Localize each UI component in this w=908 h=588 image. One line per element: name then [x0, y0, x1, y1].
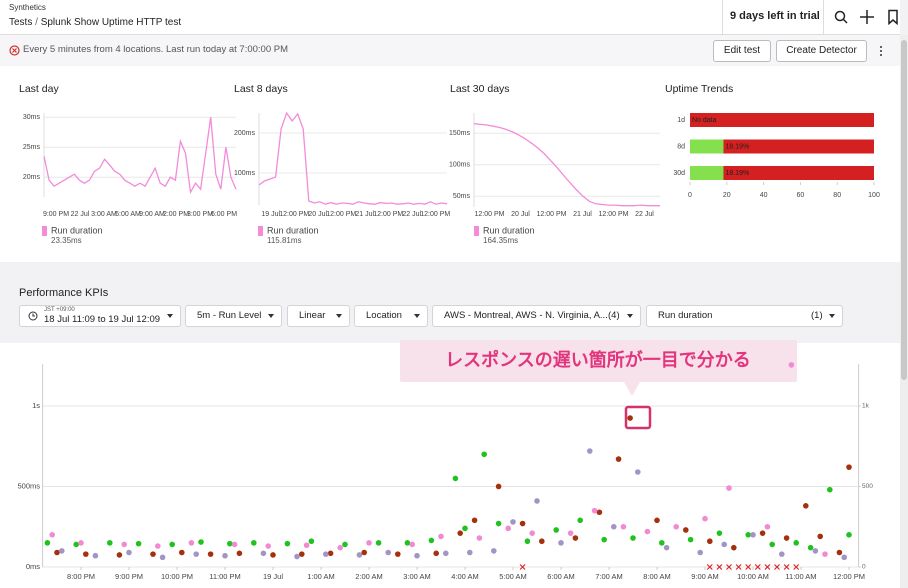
group-filter[interactable]: Location [354, 305, 428, 327]
scale: Linear [299, 310, 325, 321]
search-icon[interactable] [836, 12, 848, 24]
summary-panel [0, 66, 900, 262]
group: Location [366, 310, 402, 321]
breadcrumb-separator: / [35, 17, 38, 28]
more-menu[interactable] [878, 45, 884, 57]
breadcrumb: Tests / Splunk Show Uptime HTTP test [9, 17, 181, 28]
metric-count: (1) [811, 306, 823, 326]
breadcrumb-link[interactable]: Tests [9, 17, 32, 28]
add-icon[interactable] [860, 10, 874, 24]
locations: AWS - Montreal, AWS - N. Virginia, A... [444, 310, 608, 321]
create-detector-button[interactable]: Create Detector [776, 40, 867, 62]
error-icon [9, 45, 20, 56]
edit-test-button[interactable]: Edit test [713, 40, 771, 62]
locations-count: (4) [608, 306, 620, 326]
resolution-filter[interactable]: 5m - Run Level [185, 305, 282, 327]
time-filter[interactable]: JST +09:00 18 Jul 11:09 to 19 Jul 12:09 [19, 305, 181, 327]
metric-filter[interactable]: Run duration (1) [646, 305, 843, 327]
header-icons [833, 9, 903, 25]
scale-filter[interactable]: Linear [287, 305, 350, 327]
scrollbar-thumb[interactable] [901, 40, 907, 380]
resolution: 5m - Run Level [197, 310, 261, 321]
breadcrumb-current: Splunk Show Uptime HTTP test [41, 17, 181, 28]
metric: Run duration [658, 310, 712, 321]
bookmark-icon[interactable] [889, 11, 897, 24]
chart-panel [0, 343, 900, 588]
time-range: 18 Jul 11:09 to 19 Jul 12:09 [44, 310, 160, 330]
product-name: Synthetics [9, 3, 46, 12]
divider [722, 0, 723, 34]
schedule: Every 5 minutes from 4 locations. [23, 44, 163, 55]
section-title: Performance KPIs [19, 287, 108, 299]
last-run: Last run today at 7:00:00 PM [166, 44, 288, 55]
clock-icon [28, 311, 38, 321]
location-filter[interactable]: AWS - Montreal, AWS - N. Virginia, A...(… [432, 305, 641, 327]
trial-notice[interactable]: 9 days left in trial [730, 10, 820, 22]
divider [823, 0, 824, 34]
